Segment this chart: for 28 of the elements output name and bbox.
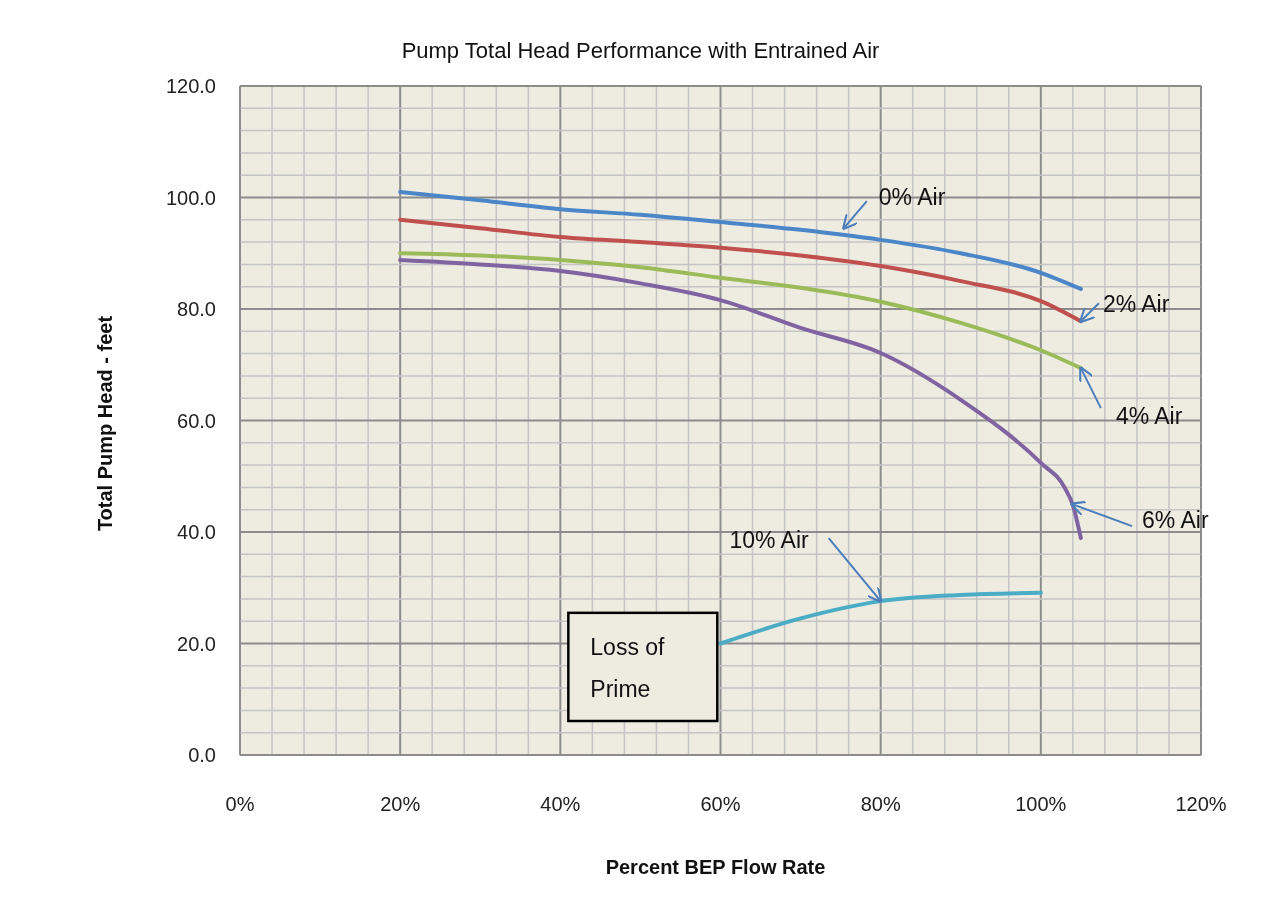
x-tick-label: 0% (225, 793, 255, 815)
annotation: 2% Air (1102, 291, 1170, 318)
text-box: Loss of Prime (567, 611, 719, 723)
y-tick-label: 20.0 (177, 632, 216, 655)
x-axis-title: Percent BEP Flow Rate (605, 856, 826, 878)
y-tick-label: 0.0 (188, 744, 216, 766)
y-axis-title: Total Pump Head - feet (94, 315, 116, 532)
line-series (398, 189, 1083, 291)
y-tick-label: 40.0 (177, 521, 216, 543)
x-tick-label: 100% (1015, 793, 1067, 815)
annotation: 10% Air (729, 527, 810, 554)
annotation: Loss of Prime (590, 633, 666, 702)
chart-title: Pump Total Head Performance with Entrained Air (401, 38, 880, 63)
x-tick-label: 40% (540, 793, 581, 815)
annotation: 0% Air (878, 184, 946, 211)
x-tick-label: 80% (860, 793, 901, 815)
y-tick-label: 80.0 (177, 298, 216, 320)
x-tick-label: 60% (700, 793, 741, 815)
line-series (398, 217, 1083, 324)
annotation: 6% Air (1142, 507, 1209, 534)
y-tick-label: 100.0 (165, 186, 216, 209)
x-tick-label: 120% (1175, 793, 1227, 815)
y-tick-label: 120.0 (165, 75, 216, 97)
line-series (398, 251, 1083, 371)
y-tick-label: 60.0 (177, 409, 216, 432)
annotation: 4% Air (1115, 403, 1183, 430)
x-tick-label: 20% (380, 793, 421, 815)
line-series (718, 590, 1043, 646)
